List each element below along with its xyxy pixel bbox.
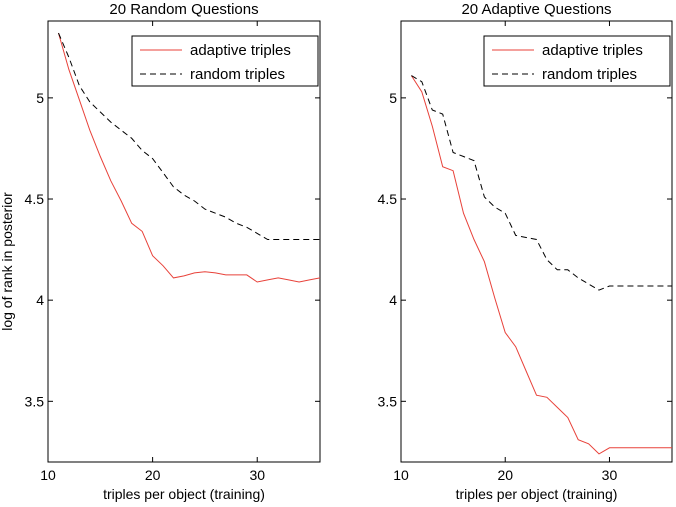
y-tick-label: 4.5 — [378, 191, 398, 207]
chart-title: 20 Adaptive Questions — [461, 1, 611, 18]
y-tick-label: 5 — [389, 90, 397, 106]
axes-frame — [400, 20, 673, 463]
x-tick-label: 30 — [249, 467, 265, 483]
y-tick-label: 4 — [389, 292, 397, 308]
legend-box — [131, 35, 319, 87]
chart-title: 20 Random Questions — [109, 1, 258, 18]
axes-frame — [47, 20, 321, 463]
x-tick-label: 20 — [145, 467, 161, 483]
series-line-random — [411, 75, 672, 291]
x-axis-label: triples per object (training) — [103, 486, 265, 502]
x-tick-label: 10 — [393, 467, 409, 483]
legend: adaptive triples random triples — [131, 35, 319, 87]
legend: adaptive triples random triples — [483, 35, 671, 87]
legend-label: random triples — [542, 66, 637, 83]
y-tick-label: 4 — [36, 292, 44, 308]
y-tick-label: 5 — [36, 90, 44, 106]
chart-panel-2: 20 Adaptive Questions 10 20 30 3.5 4 4.5 5 tripl… — [378, 1, 673, 502]
x-tick-label: 10 — [40, 467, 56, 483]
legend-box — [483, 35, 671, 87]
x-tick-label: 20 — [497, 467, 513, 483]
legend-label: adaptive triples — [190, 42, 291, 59]
y-tick-label: 4.5 — [25, 191, 45, 207]
y-axis-label: log of rank in posterior — [0, 192, 15, 331]
series-line-adaptive — [410, 75, 672, 455]
chart-panel-1: 20 Random Questions 10 20 30 3.5 4 4.5 5 triples… — [0, 1, 321, 502]
legend-label: adaptive triples — [542, 42, 643, 59]
y-tick-label: 3.5 — [378, 393, 398, 409]
series-line-adaptive — [58, 32, 321, 283]
x-axis-label: triples per object (training) — [456, 486, 618, 502]
series-line-random — [58, 32, 320, 240]
legend-label: random triples — [190, 66, 285, 83]
y-tick-label: 3.5 — [25, 393, 45, 409]
x-tick-label: 30 — [602, 467, 618, 483]
